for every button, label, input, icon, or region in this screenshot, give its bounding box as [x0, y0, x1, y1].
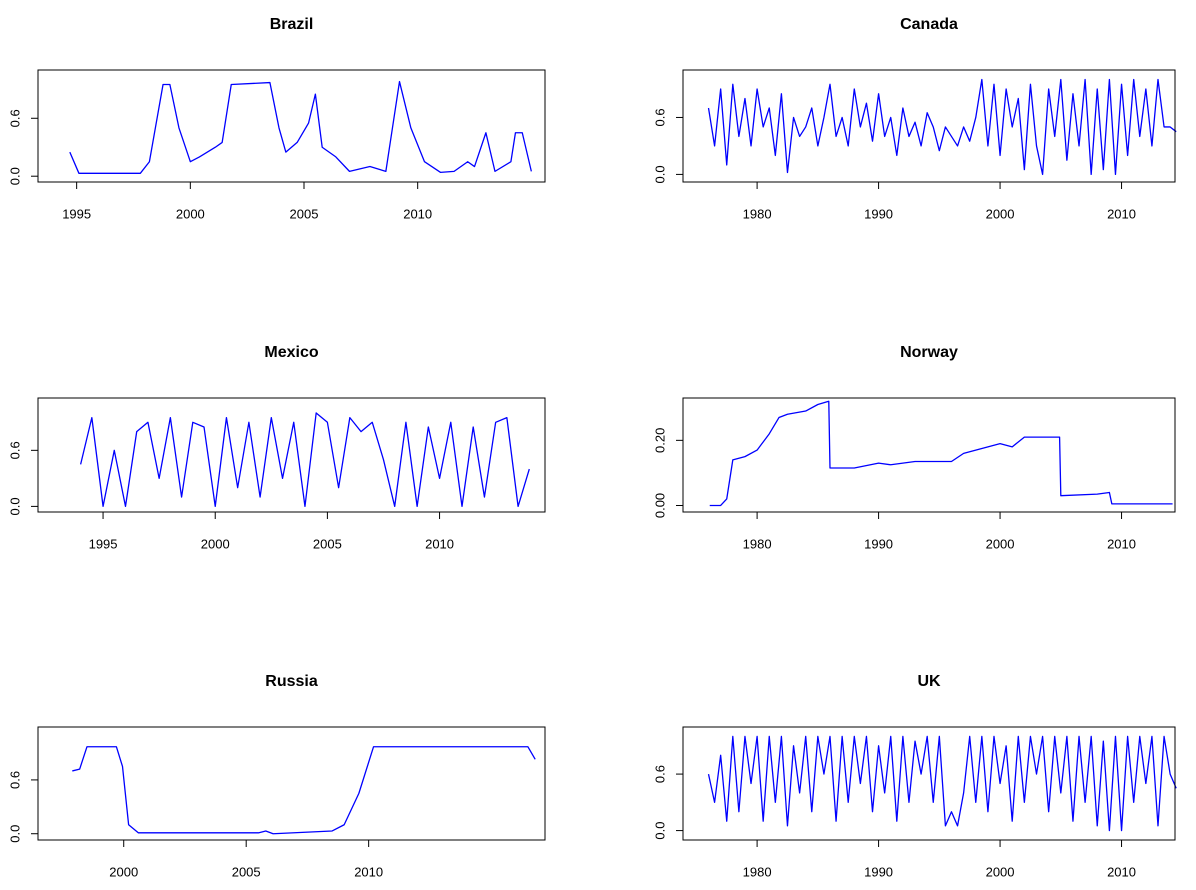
data-line — [69, 80, 532, 174]
data-line — [707, 78, 1177, 176]
x-tick-label: 2010 — [1107, 536, 1136, 551]
y-tick-label: 0.0 — [652, 822, 667, 840]
panel-title: UK — [917, 673, 941, 690]
plot-frame — [682, 726, 1176, 841]
y-tick-label: 0.0 — [652, 165, 667, 183]
x-tick-label: 1990 — [864, 206, 893, 221]
plot-frame — [682, 69, 1176, 183]
data-line — [707, 735, 1177, 832]
panel-title: Canada — [900, 16, 958, 33]
x-tick-label: 2005 — [313, 536, 342, 551]
panel-title: Norway — [900, 344, 958, 361]
x-tick-label: 2000 — [201, 536, 230, 551]
x-tick-label: 2000 — [986, 864, 1015, 879]
x-tick-label: 2010 — [403, 206, 432, 221]
y-tick-label: 0.0 — [7, 167, 22, 185]
x-tick-label: 1990 — [864, 536, 893, 551]
panel-title: Brazil — [270, 16, 314, 33]
x-tick-label: 2005 — [232, 864, 261, 879]
x-tick-label: 2010 — [1107, 206, 1136, 221]
plot-frame — [37, 726, 546, 841]
plot-frame — [37, 397, 546, 513]
x-tick-label: 2010 — [425, 536, 454, 551]
x-tick-label: 2000 — [109, 864, 138, 879]
plot-frame — [37, 69, 546, 183]
x-tick-label: 1995 — [62, 206, 91, 221]
x-tick-label: 1980 — [743, 536, 772, 551]
y-tick-label: 0.6 — [7, 771, 22, 789]
x-tick-label: 1995 — [89, 536, 118, 551]
x-tick-label: 1990 — [864, 864, 893, 879]
y-tick-label: 0.0 — [7, 825, 22, 843]
x-tick-label: 1980 — [743, 864, 772, 879]
y-tick-label: 0.00 — [652, 493, 667, 518]
x-tick-label: 2000 — [986, 536, 1015, 551]
x-tick-label: 2000 — [986, 206, 1015, 221]
plot-frame — [682, 397, 1176, 513]
x-tick-label: 2005 — [290, 206, 319, 221]
y-tick-label: 0.6 — [7, 109, 22, 127]
data-line — [79, 412, 530, 508]
y-tick-label: 0.20 — [652, 428, 667, 453]
panel-title: Mexico — [264, 344, 318, 361]
y-tick-label: 0.0 — [7, 497, 22, 515]
data-line — [72, 746, 536, 835]
panel-title: Russia — [265, 673, 318, 690]
y-tick-label: 0.6 — [652, 108, 667, 126]
x-tick-label: 2010 — [1107, 864, 1136, 879]
y-tick-label: 0.6 — [7, 441, 22, 459]
data-line — [709, 400, 1173, 507]
x-tick-label: 2010 — [354, 864, 383, 879]
x-tick-label: 2000 — [176, 206, 205, 221]
y-tick-label: 0.6 — [652, 765, 667, 783]
x-tick-label: 1980 — [743, 206, 772, 221]
